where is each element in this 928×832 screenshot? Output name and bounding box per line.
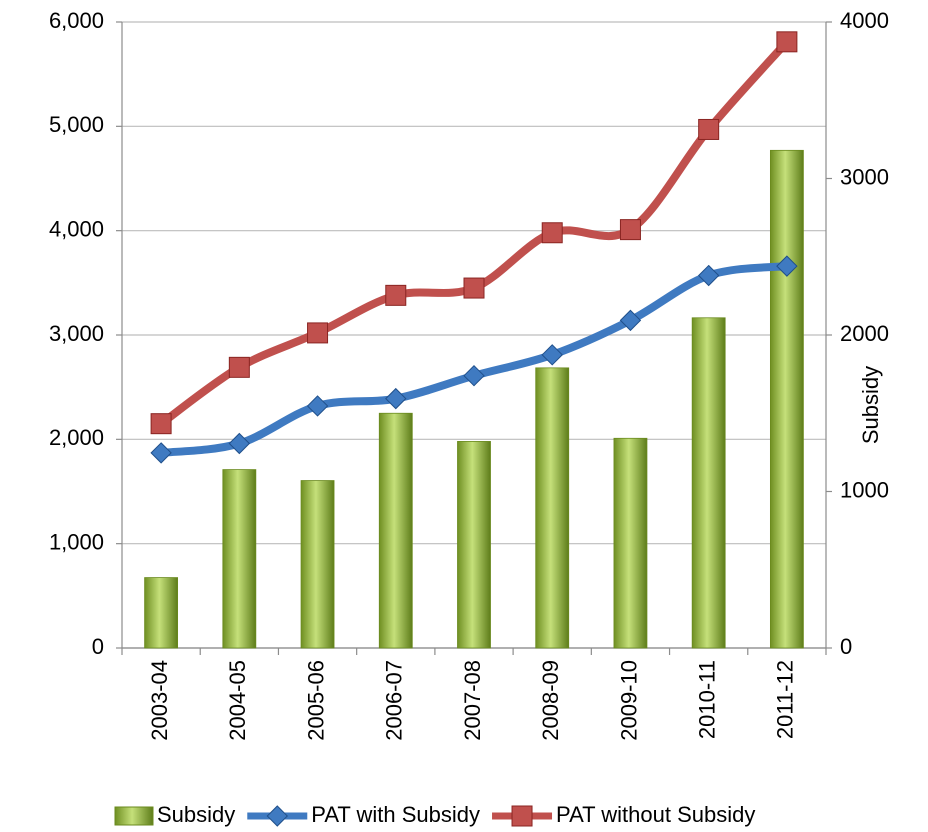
marker xyxy=(308,396,328,416)
bar xyxy=(692,318,725,648)
marker xyxy=(151,414,171,434)
legend-item: Subsidy xyxy=(115,802,235,827)
y-tick-label: 6,000 xyxy=(49,8,104,33)
marker xyxy=(542,223,562,243)
marker xyxy=(777,32,797,52)
marker xyxy=(151,443,171,463)
y-tick-label: 2,000 xyxy=(49,425,104,450)
marker xyxy=(386,285,406,305)
chart: Subsidy 0 1,000 2,000 3,000 4,000 5,000 6,000 0… xyxy=(0,0,928,832)
y2-tick-label: 1000 xyxy=(840,477,889,502)
y2-axis-title: Subsidy xyxy=(858,366,883,444)
marker xyxy=(229,357,249,377)
y-tick-label: 0 xyxy=(92,634,104,659)
bar xyxy=(223,470,256,648)
marker xyxy=(699,119,719,139)
bar xyxy=(145,578,178,648)
marker xyxy=(229,434,249,454)
x-tick-label: 2009-10 xyxy=(616,660,641,741)
legend-item: PAT without Subsidy xyxy=(492,802,755,827)
y-tick-label: 1,000 xyxy=(49,529,104,554)
marker xyxy=(464,366,484,386)
bar xyxy=(301,481,334,648)
marker xyxy=(542,345,562,365)
bar xyxy=(536,368,569,648)
bar xyxy=(770,150,803,648)
marker xyxy=(308,323,328,343)
legend-label: PAT with Subsidy xyxy=(311,802,480,827)
legend-item: PAT with Subsidy xyxy=(247,802,480,827)
x-tick-label: 2004-05 xyxy=(225,660,250,741)
bar xyxy=(379,413,412,648)
legend-label: Subsidy xyxy=(157,802,235,827)
y2-tick-label: 3000 xyxy=(840,164,889,189)
legend: Subsidy PAT with Subsidy PAT without Subsi… xyxy=(115,802,755,827)
x-tick-label: 2006-07 xyxy=(382,660,407,741)
x-tick-label: 2005-06 xyxy=(303,660,328,741)
legend-label: PAT without Subsidy xyxy=(556,802,755,827)
y-tick-label: 4,000 xyxy=(49,216,104,241)
x-tick-label: 2011-12 xyxy=(773,660,798,739)
y-tick-label: 3,000 xyxy=(49,321,104,346)
marker xyxy=(386,389,406,409)
x-tick-label: 2008-09 xyxy=(538,660,563,741)
x-tick-label: 2003-04 xyxy=(147,660,172,741)
marker xyxy=(620,220,640,240)
y2-tick-label: 2000 xyxy=(840,321,889,346)
legend-marker xyxy=(512,806,532,826)
x-tick-label: 2007-08 xyxy=(460,660,485,741)
bar xyxy=(458,441,491,648)
legend-marker xyxy=(267,806,287,826)
legend-swatch xyxy=(115,807,153,825)
marker xyxy=(464,278,484,298)
bar xyxy=(614,438,647,648)
x-tick-label: 2010-11 xyxy=(694,660,719,739)
y2-tick-label: 0 xyxy=(840,634,852,659)
y2-tick-label: 4000 xyxy=(840,8,889,33)
y-tick-label: 5,000 xyxy=(49,112,104,137)
